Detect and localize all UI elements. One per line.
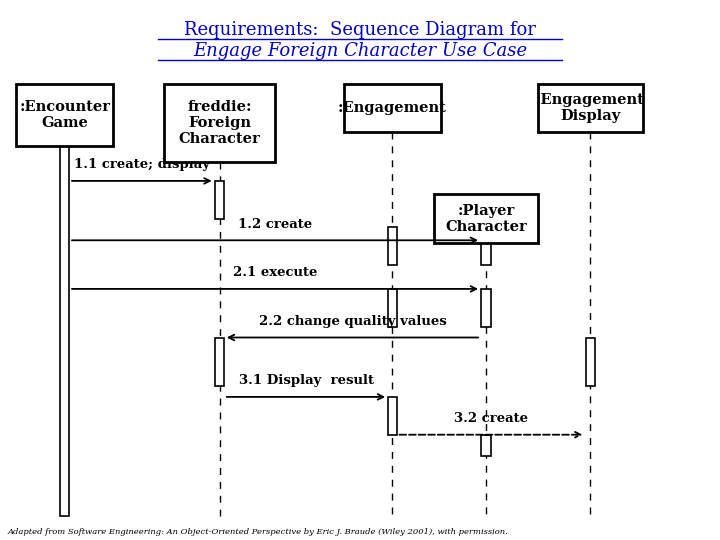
Bar bbox=[433, 194, 539, 243]
Bar bbox=[388, 397, 397, 435]
Text: 1.2 create: 1.2 create bbox=[238, 218, 312, 231]
Bar bbox=[60, 146, 69, 516]
Bar bbox=[482, 289, 491, 327]
Bar bbox=[482, 240, 491, 265]
Text: 3.2 create: 3.2 create bbox=[454, 412, 528, 425]
Bar bbox=[388, 227, 397, 265]
Text: :Encounter
Game: :Encounter Game bbox=[19, 100, 110, 130]
Text: freddie:
Foreign
Character: freddie: Foreign Character bbox=[179, 100, 261, 146]
Bar bbox=[482, 435, 491, 456]
Bar bbox=[538, 84, 642, 132]
Text: 2.1 execute: 2.1 execute bbox=[233, 266, 318, 279]
Text: 2.2 change quality values: 2.2 change quality values bbox=[258, 315, 446, 328]
Bar bbox=[586, 338, 595, 386]
Text: :Engagement
Display: :Engagement Display bbox=[536, 93, 645, 123]
Text: Engage Foreign Character Use Case: Engage Foreign Character Use Case bbox=[193, 42, 527, 60]
Text: Requirements:  Sequence Diagram for: Requirements: Sequence Diagram for bbox=[184, 21, 536, 39]
Bar bbox=[215, 181, 225, 219]
Bar bbox=[163, 84, 275, 162]
Text: 1.1 create; display: 1.1 create; display bbox=[74, 158, 210, 171]
Bar bbox=[344, 84, 441, 132]
Bar bbox=[388, 289, 397, 327]
Bar bbox=[16, 84, 114, 146]
Text: Adapted from Software Engineering: An Object-Oriented Perspective by Eric J. Bra: Adapted from Software Engineering: An Ob… bbox=[7, 528, 508, 536]
Text: 3.1 Display  result: 3.1 Display result bbox=[238, 374, 374, 387]
Bar bbox=[215, 338, 225, 386]
Text: :Engagement: :Engagement bbox=[338, 101, 447, 115]
Text: :Player
Character: :Player Character bbox=[445, 204, 527, 234]
